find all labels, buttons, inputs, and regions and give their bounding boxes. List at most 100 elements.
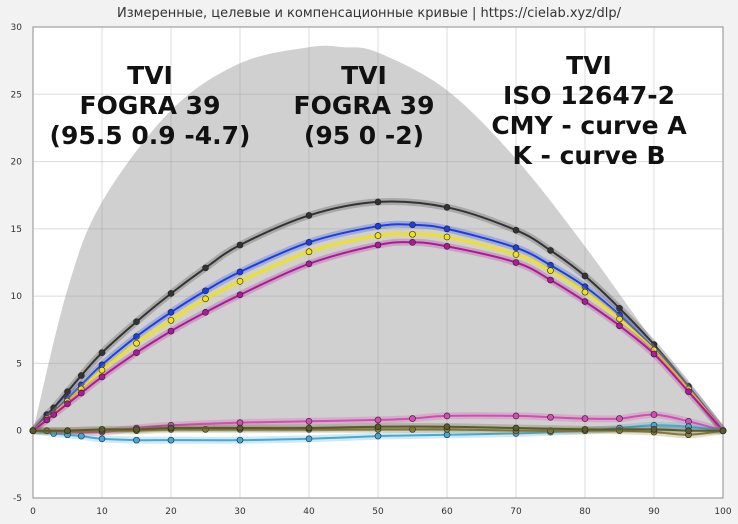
- y-tick-label: 10: [11, 292, 23, 302]
- series-point: [581, 415, 589, 422]
- annotation-text: CMY - curve A: [491, 111, 687, 140]
- series-point: [512, 244, 520, 251]
- series-point: [133, 339, 140, 347]
- series-point: [650, 411, 658, 418]
- x-tick-label: 90: [648, 507, 660, 517]
- series-point: [443, 225, 451, 233]
- series-point: [305, 212, 313, 219]
- series-point: [202, 264, 209, 272]
- series-point: [374, 198, 382, 206]
- annotation-text: ISO 12647-2: [503, 81, 675, 110]
- series-point: [167, 436, 175, 444]
- series-point: [547, 267, 554, 274]
- series-point: [409, 415, 416, 422]
- series-point: [167, 308, 175, 316]
- series-point: [167, 327, 175, 335]
- series-point: [98, 426, 106, 433]
- series-point: [305, 260, 313, 268]
- annotation-text: FOGRA 39: [80, 91, 221, 120]
- y-tick-label: 15: [11, 225, 22, 235]
- series-point: [616, 304, 623, 312]
- series-point: [409, 230, 416, 238]
- series-point: [374, 241, 382, 249]
- series-point: [374, 423, 382, 430]
- series-point: [650, 426, 658, 433]
- series-point: [98, 349, 106, 356]
- series-point: [512, 251, 520, 258]
- annotation-text: FOGRA 39: [294, 91, 435, 120]
- x-tick-label: 80: [579, 507, 591, 517]
- series-point: [167, 424, 175, 432]
- x-tick-label: 50: [372, 507, 384, 517]
- series-point: [409, 239, 416, 246]
- series-point: [443, 233, 451, 241]
- series-point: [64, 388, 71, 395]
- series-line: [32, 200, 724, 432]
- y-tick-label: 30: [11, 23, 23, 33]
- y-tick-label: 20: [11, 158, 23, 168]
- series-point: [202, 295, 209, 303]
- series-point: [409, 221, 416, 229]
- series-point: [236, 268, 244, 276]
- series-point: [98, 435, 106, 443]
- chart-title: Измеренные, целевые и компенсационные кр…: [117, 6, 622, 21]
- series-point: [98, 366, 106, 374]
- series-point: [443, 423, 451, 430]
- y-tick-label: 25: [11, 90, 22, 100]
- x-tick-label: 40: [303, 507, 315, 517]
- series-point: [581, 288, 589, 296]
- series-point: [78, 372, 85, 379]
- series-point: [202, 287, 209, 295]
- series-point: [581, 298, 589, 305]
- series-point: [133, 349, 140, 356]
- series-point: [547, 247, 554, 254]
- series-point: [167, 290, 175, 297]
- tick-label-layer: 0 10 20 30 40 50 60 70 80 90 100 -5 0 5 10 15 20 25 30: [11, 23, 732, 517]
- series-point: [305, 417, 313, 425]
- series-point: [236, 424, 244, 432]
- x-tick-label: 100: [714, 507, 731, 517]
- series-point: [547, 413, 554, 421]
- x-tick-label: 60: [441, 507, 453, 517]
- series-point: [236, 278, 244, 285]
- series-point: [236, 241, 244, 249]
- x-tick-label: 70: [510, 507, 522, 517]
- series-point: [512, 259, 520, 266]
- x-tick-label: 0: [30, 507, 36, 517]
- x-tick-label: 10: [96, 507, 108, 517]
- series-point: [236, 291, 244, 299]
- series-point: [29, 427, 37, 435]
- series-point: [236, 436, 244, 444]
- series-point: [685, 388, 692, 395]
- annotation-text: TVI: [341, 61, 387, 90]
- series-line: [32, 425, 724, 432]
- series-point: [374, 222, 382, 230]
- series-point: [167, 317, 175, 324]
- series-point: [133, 436, 140, 444]
- series-point: [50, 411, 58, 418]
- series-point: [719, 427, 727, 435]
- series-point: [305, 239, 313, 246]
- series-point: [685, 427, 692, 435]
- series-point: [616, 322, 623, 330]
- series-point: [443, 412, 451, 420]
- series-point: [547, 276, 554, 284]
- series-point: [650, 350, 658, 358]
- annotation-text: TVI: [127, 61, 173, 90]
- series-point: [133, 333, 140, 340]
- y-tick-label: 0: [16, 427, 22, 437]
- series-point: [616, 415, 623, 422]
- series-point: [64, 400, 71, 408]
- series-point: [443, 204, 451, 211]
- series-point: [374, 416, 382, 424]
- annotation-text: (95.5 0.9 -4.7): [50, 121, 251, 150]
- y-tick-label: -5: [13, 494, 22, 504]
- series-point: [64, 427, 71, 435]
- annotation-text: TVI: [566, 51, 612, 80]
- series-point: [78, 432, 85, 440]
- x-tick-label: 20: [165, 507, 177, 517]
- series-point: [581, 426, 589, 433]
